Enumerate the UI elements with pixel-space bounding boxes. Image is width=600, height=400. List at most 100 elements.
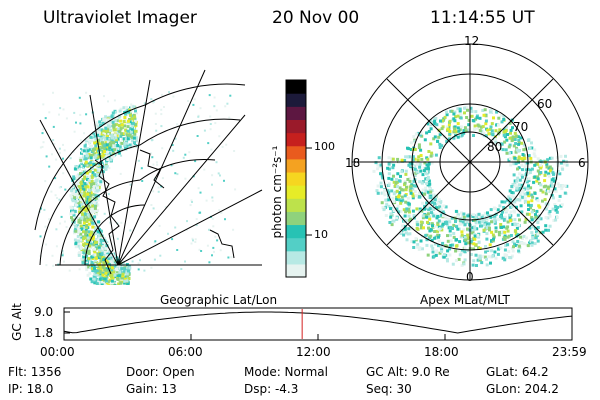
aurora-pixel	[84, 209, 88, 213]
aurora-pixel	[415, 220, 419, 224]
aurora-pixel	[114, 265, 118, 269]
colorbar-swatch	[286, 132, 306, 147]
aurora-pixel	[392, 174, 395, 178]
aurora-pixel	[98, 178, 101, 181]
aurora-pixel	[458, 127, 462, 131]
aurora-pixel	[416, 158, 420, 162]
aurora-pixel	[561, 167, 565, 171]
aurora-pixel	[498, 128, 502, 132]
aurora-pixel	[117, 274, 121, 278]
aurora-pixel	[463, 246, 467, 250]
aurora-pixel	[209, 128, 212, 131]
aurora-pixel	[99, 283, 103, 285]
aurora-pixel	[119, 289, 122, 292]
aurora-pixel	[497, 247, 500, 251]
aurora-pixel	[110, 256, 113, 259]
aurora-pixel	[229, 94, 232, 97]
aurora-pixel	[445, 110, 448, 114]
polar-grid	[351, 43, 589, 281]
colorbar-swatch	[286, 93, 306, 107]
aurora-pixel	[103, 288, 106, 291]
aurora-pixel	[448, 253, 452, 257]
aurora-pixel	[456, 126, 460, 130]
colorbar-swatch	[286, 80, 306, 94]
aurora-pixel	[508, 219, 512, 223]
aurora-pixel	[111, 120, 115, 124]
aurora-pixel	[55, 158, 58, 161]
aurora-pixel	[94, 144, 98, 148]
aurora-pixel	[90, 207, 94, 211]
aurora-pixel	[531, 195, 535, 199]
aurora-pixel	[171, 238, 174, 241]
aurora-pixel	[516, 213, 520, 217]
aurora-pixel	[52, 125, 55, 128]
status-glon: GLon: 204.2	[486, 382, 559, 396]
aurora-pixel	[484, 216, 488, 220]
aurora-pixel	[76, 174, 79, 177]
aurora-pixel	[438, 209, 442, 213]
aurora-pixel	[404, 200, 408, 204]
aurora-pixel	[509, 163, 513, 167]
aurora-pixel	[82, 243, 86, 247]
aurora-pixel	[126, 282, 130, 285]
aurora-pixel	[433, 198, 437, 202]
aurora-pixel	[121, 303, 124, 306]
mlt-label-18: 18	[345, 156, 361, 170]
aurora-pixel	[93, 215, 96, 219]
aurora-pixel	[456, 122, 460, 126]
aurora-pixel	[474, 215, 478, 219]
aurora-pixel	[428, 236, 432, 240]
aurora-pixel	[478, 256, 482, 260]
aurora-pixel	[111, 290, 114, 293]
aurora-pixel	[559, 161, 563, 165]
aurora-pixel	[459, 113, 463, 117]
aurora-pixel	[109, 274, 113, 277]
aurora-pixel	[510, 191, 514, 194]
aurora-pixel	[458, 253, 462, 257]
aurora-pixel	[119, 285, 122, 288]
aurora-pixel	[445, 140, 449, 144]
aurora-pixel	[80, 165, 83, 167]
aurora-pixel	[499, 113, 503, 117]
aurora-pixel	[523, 199, 527, 203]
aurora-pixel	[458, 109, 462, 113]
aurora-pixel	[532, 152, 536, 156]
aurora-pixel	[76, 231, 80, 235]
aurora-pixel	[98, 248, 102, 252]
aurora-pixel	[483, 108, 487, 112]
aurora-pixel	[485, 237, 489, 241]
aurora-pixel	[97, 125, 101, 129]
aurora-pixel	[86, 164, 89, 167]
aurora-pixel	[436, 229, 439, 233]
aurora-pixel	[471, 119, 475, 122]
colorbar-tick-label-10: 10	[314, 228, 328, 241]
aurora-pixel	[527, 212, 531, 216]
aurora-pixel	[93, 259, 97, 262]
aurora-pixel	[421, 214, 425, 218]
aurora-pixel	[102, 240, 106, 244]
aurora-pixel	[199, 107, 202, 110]
aurora-pixel	[107, 156, 111, 160]
aurora-pixel	[520, 183, 524, 187]
aurora-pixel	[87, 163, 91, 167]
aurora-pixel	[412, 246, 416, 249]
aurora-pixel	[433, 242, 437, 246]
aurora-pixel	[525, 180, 529, 184]
aurora-pixel	[506, 220, 510, 224]
aurora-pixel	[76, 204, 79, 207]
aurora-pixel	[432, 254, 436, 258]
aurora-pixel	[533, 154, 537, 158]
aurora-pixel	[120, 123, 124, 127]
aurora-pixel	[515, 179, 519, 183]
aurora-pixel	[108, 167, 111, 170]
aurora-pixel	[89, 191, 93, 195]
aurora-pixel	[529, 203, 533, 207]
aurora-pixel	[94, 188, 98, 192]
colorbar-tick-label-100: 100	[314, 140, 335, 153]
aurora-pixel	[523, 220, 527, 224]
aurora-pixel	[544, 170, 548, 174]
aurora-pixel	[93, 141, 97, 145]
aurora-pixel	[119, 281, 123, 285]
aurora-pixel	[105, 129, 108, 133]
aurora-pixel	[112, 154, 116, 158]
